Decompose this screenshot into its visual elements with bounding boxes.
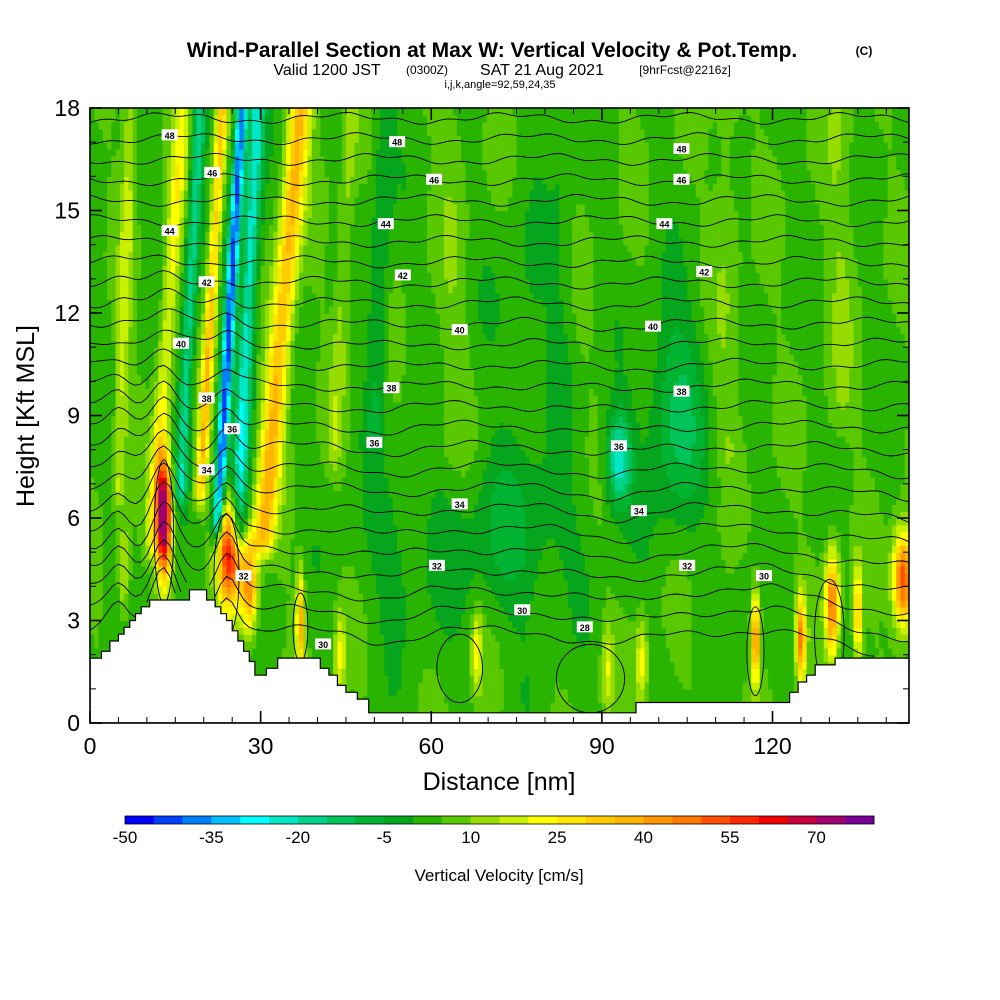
colorbar-swatch	[470, 816, 500, 824]
x-tick-label: 60	[418, 733, 444, 759]
isotherm-label: 44	[656, 218, 673, 230]
colorbar-swatch	[499, 816, 529, 824]
isotherm-label: 36	[610, 440, 627, 452]
isotherm-label: 38	[383, 382, 400, 394]
colorbar-tick-label: 40	[634, 828, 653, 847]
colorbar-swatch	[211, 816, 241, 824]
isotherm-label: 46	[204, 166, 221, 178]
isotherm-label: 46	[673, 173, 690, 185]
x-axis-label: Distance [nm]	[423, 768, 576, 796]
colorbar-tick-label: 10	[461, 828, 480, 847]
y-tick-label: 9	[67, 403, 80, 429]
isotherm-label: 38	[673, 385, 690, 397]
x-tick-label: 90	[589, 733, 615, 759]
x-tick-label: 0	[84, 733, 97, 759]
isotherm-label: 30	[755, 570, 772, 582]
colorbar-swatch	[643, 816, 673, 824]
isotherm-label: 42	[394, 269, 411, 281]
isotherm-label: 44	[161, 225, 178, 237]
isotherm-label: 40	[451, 324, 468, 336]
colorbar-swatch	[240, 816, 270, 824]
colorbar-tick-label: 25	[548, 828, 567, 847]
isotherm-label: 48	[161, 129, 178, 141]
isotherm-label: 34	[630, 505, 647, 517]
x-tick-label: 30	[248, 733, 274, 759]
isotherm-label: 32	[235, 570, 252, 582]
grid-indices: i,j,k,angle=92,59,24,35	[444, 79, 555, 91]
isotherm-label: 46	[426, 173, 443, 185]
colorbar: -50 -35 -20 -5 10 25 40 55 70	[113, 815, 875, 847]
colorbar-swatch	[182, 816, 212, 824]
isotherm-label: 42	[696, 266, 713, 278]
colorbar-label: Vertical Velocity [cm/s]	[414, 866, 583, 885]
isotherm-labels: 48 48 48 46 46 46 44 44 44 42 42 42 40 40 40 38 38 38 36 36…	[161, 129, 772, 650]
colorbar-swatch	[758, 816, 788, 824]
colorbar-tick-label: 55	[721, 828, 740, 847]
isotherm-label: 36	[366, 436, 383, 448]
y-axis-label: Height [Kft MSL]	[12, 325, 40, 507]
valid-time: Valid 1200 JST	[273, 62, 381, 79]
y-tick-label: 0	[67, 710, 80, 736]
plot-area	[90, 108, 909, 723]
isotherm-label: 38	[198, 392, 215, 404]
isotherm-label: 30	[315, 638, 332, 650]
isotherm-label: 40	[173, 337, 189, 349]
colorbar-swatch	[153, 816, 183, 824]
colorbar-swatch	[585, 816, 616, 824]
colorbar-swatch	[269, 816, 299, 824]
isotherm-label: 48	[389, 136, 406, 148]
colorbar-swatch	[355, 816, 385, 824]
isotherm-label: 48	[673, 143, 690, 155]
isotherm-label: 42	[198, 276, 215, 288]
chart-title: Wind-Parallel Section at Max W: Vertical…	[187, 39, 798, 62]
colorbar-tick-label: -35	[199, 828, 224, 847]
colorbar-tick-label: -5	[377, 828, 392, 847]
isotherm-label: 30	[514, 604, 531, 616]
colorbar-swatch	[297, 816, 327, 824]
colorbar-swatch	[845, 816, 875, 824]
y-tick-label: 15	[54, 198, 80, 224]
isotherm-label: 36	[224, 423, 241, 435]
isotherm-label: 34	[198, 464, 215, 476]
colorbar-swatch	[528, 816, 558, 824]
valid-date: SAT 21 Aug 2021	[480, 62, 604, 79]
colorbar-swatch	[557, 816, 587, 824]
colorbar-swatch	[413, 816, 443, 824]
y-tick-label: 18	[54, 95, 80, 121]
colorbar-swatch	[614, 816, 644, 824]
vertical-velocity-field	[90, 108, 909, 723]
colorbar-swatch	[441, 816, 472, 824]
isotherm-label: 32	[679, 559, 696, 571]
isotherm-label: 32	[428, 559, 445, 571]
y-tick-label: 6	[67, 505, 80, 531]
colorbar-swatch	[326, 816, 356, 824]
colorbar-tick-label: -20	[286, 828, 311, 847]
isotherm-label: 40	[645, 320, 662, 332]
forecast-info: [9hrFcst@2216z]	[639, 63, 731, 77]
colorbar-tick-label: -50	[113, 828, 138, 847]
isotherm-label: 34	[451, 498, 468, 510]
colorbar-swatch	[384, 816, 414, 824]
copyright-mark: (C)	[856, 44, 873, 58]
colorbar-swatch	[816, 816, 846, 824]
colorbar-swatch	[787, 816, 817, 824]
theta-contours	[90, 111, 909, 714]
y-tick-label: 3	[67, 608, 80, 634]
x-tick-label: 120	[753, 733, 791, 759]
y-tick-label: 12	[54, 300, 80, 326]
terrain	[90, 589, 909, 723]
colorbar-tick-label: 70	[807, 828, 826, 847]
colorbar-swatch	[125, 816, 155, 824]
valid-utc: (0300Z)	[406, 63, 448, 77]
colorbar-swatch	[672, 816, 702, 824]
isotherm-label: 28	[576, 621, 593, 633]
colorbar-swatch	[730, 816, 760, 824]
colorbar-swatch	[701, 816, 731, 824]
isotherm-label: 44	[377, 218, 394, 230]
